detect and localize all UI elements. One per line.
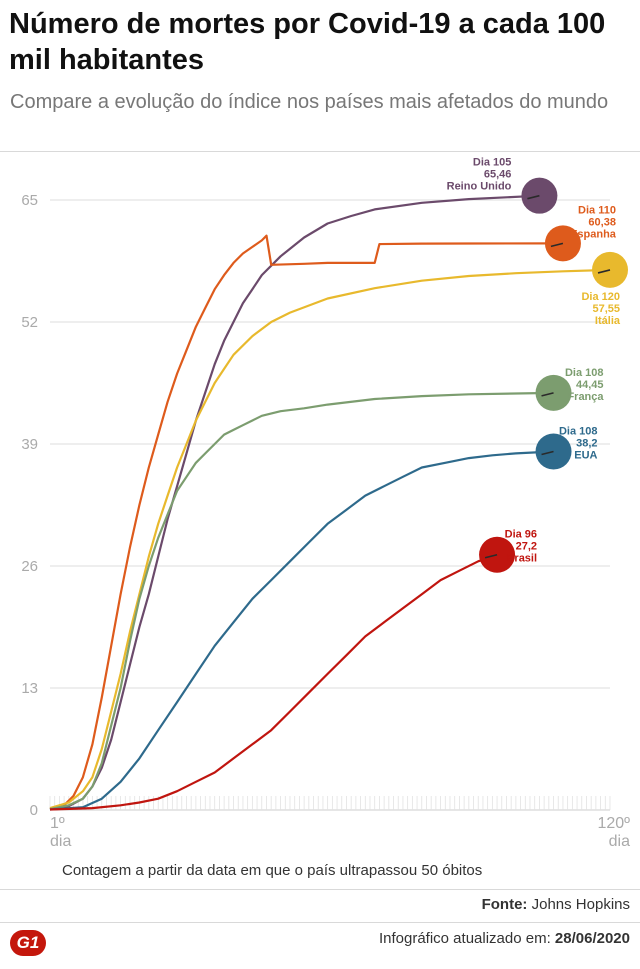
bottom-divider [0,922,640,923]
series-name-label-brasil: Brasil [506,553,537,565]
series-value-label-itália: 57,55 [592,303,620,315]
series-end-tick-brasil [484,553,498,559]
y-tick-label-65: 65 [21,192,38,209]
series-day-label-frança: Dia 108 [565,367,604,379]
source-credit: Fonte: Johns Hopkins [482,896,630,913]
series-name-label-eua: EUA [574,450,597,462]
source-value: Johns Hopkins [531,896,630,913]
series-line-reino-unido [49,194,540,811]
top-divider [0,151,640,152]
series-value-label-frança: 44,45 [576,379,604,391]
series-value-label-reino-unido: 65,46 [484,169,512,181]
series-day-label-eua: Dia 108 [559,426,598,438]
y-tick-label-39: 39 [21,436,38,453]
y-tick-label-52: 52 [21,314,38,331]
series-end-tick-frança [541,392,554,397]
series-day-label-espanha: Dia 110 [578,204,616,216]
update-date: Infográfico atualizado em: 28/06/2020 [379,930,630,947]
series-name-label-espanha: Espanha [570,228,617,240]
series-end-marker-reino-unido [521,177,558,214]
series-end-marker-itália [592,251,628,288]
y-tick-label-26: 26 [21,558,38,575]
series-day-label-reino-unido: Dia 105 [473,157,512,169]
series-line-frança [49,391,554,811]
x-tick-sublabel-120: dia [609,833,630,850]
series-name-label-reino-unido: Reino Unido [447,181,512,193]
series-name-label-frança: França [567,391,604,403]
series-value-label-espanha: 60,38 [588,216,616,228]
series-day-label-itália: Dia 120 [581,291,620,303]
footer-divider [0,889,640,890]
x-tick-sublabel-1: dia [50,833,71,850]
series-end-tick-reino-unido [527,194,540,200]
y-tick-label-13: 13 [21,680,38,697]
series-end-tick-itália [597,269,611,274]
series-value-label-brasil: 27,2 [516,541,537,553]
y-tick-label-0: 0 [30,802,38,819]
series-end-tick-espanha [550,242,564,248]
series-line-espanha [49,234,563,811]
series-line-itália [49,268,611,810]
chart-subtitle: Compare a evolução do índice nos países … [10,91,609,113]
series-value-label-eua: 38,2 [576,438,597,450]
chart-title: Número de mortes por Covid-19 a cada 100… [9,8,606,76]
series-name-label-itália: Itália [595,315,621,327]
series-line-brasil [49,553,498,811]
g1-logo: G1 [10,930,46,956]
x-tick-label-1: 1º [50,815,65,832]
series-line-eua [49,450,554,811]
series-end-tick-eua [541,450,554,456]
x-tick-label-120: 120º [597,815,630,832]
series-day-label-brasil: Dia 96 [505,529,537,541]
updated-label: Infográfico atualizado em: [378,930,551,947]
updated-value: 28/06/2020 [554,930,630,947]
chart-note: Contagem a partir da data em que o país … [62,862,483,879]
source-label: Fonte: [481,896,528,913]
